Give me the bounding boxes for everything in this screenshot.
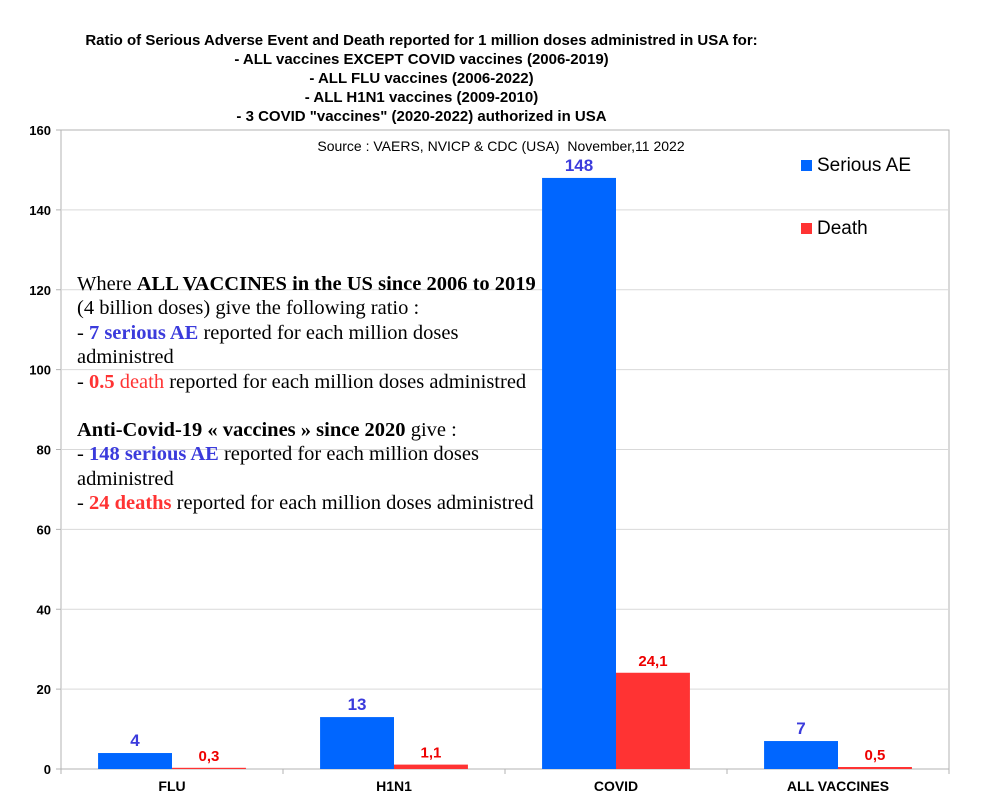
annotation-text-run: Where — [77, 273, 137, 295]
y-tick-label: 80 — [37, 443, 51, 458]
y-tick-label: 140 — [29, 203, 51, 218]
annotation-text-run: reported for each million doses administ… — [77, 443, 479, 490]
data-label: 24,1 — [638, 653, 667, 670]
data-label: 13 — [348, 695, 367, 714]
bar-serious-ae — [98, 753, 172, 769]
title-line: - ALL vaccines EXCEPT COVID vaccines (20… — [234, 51, 609, 68]
y-tick-label: 120 — [29, 283, 51, 298]
annotation-text-run: reported for each million doses administ… — [164, 370, 527, 393]
x-tick-label: ALL VACCINES — [787, 778, 889, 794]
annotation-text-run: reported for each million doses administ… — [171, 492, 534, 515]
annotation-paragraph: - 148 serious AE reported for each milli… — [77, 442, 537, 491]
annotation-paragraph: Where ALL VACCINES in the US since 2006 … — [77, 272, 537, 321]
title-line: - 3 COVID "vaccines" (2020-2022) authori… — [236, 108, 607, 125]
annotation-paragraph: - 0.5 death reported for each million do… — [77, 370, 537, 394]
data-label: 7 — [796, 719, 805, 738]
annotation-text-run: - — [77, 492, 89, 515]
annotation-text-run: 24 deaths — [88, 492, 172, 515]
data-label: 4 — [130, 731, 140, 750]
annotation-text-run: Anti-Covid-19 « vaccines » since 2020 — [77, 419, 406, 442]
bar-serious-ae — [542, 177, 616, 770]
legend-label-serious-ae: Serious AE — [817, 155, 911, 176]
annotation-paragraph: Anti-Covid-19 « vaccines » since 2020 gi… — [77, 418, 537, 442]
annotation-text: Where ALL VACCINES in the US since 2006 … — [77, 272, 537, 516]
bar-death — [172, 767, 246, 769]
y-tick-label: 100 — [29, 363, 51, 378]
title-line: Ratio of Serious Adverse Event and Death… — [85, 32, 758, 49]
x-tick-label: COVID — [594, 778, 638, 794]
source-note: Source : VAERS, NVICP & CDC (USA) Novemb… — [317, 138, 685, 154]
bar-serious-ae — [320, 717, 394, 769]
y-tick-label: 160 — [29, 123, 51, 138]
annotation-text-run: 0.5 — [88, 370, 115, 393]
annotation-text-run: - — [77, 443, 89, 466]
annotation-text-run: - — [77, 321, 89, 344]
legend-swatch-serious-ae — [801, 160, 812, 171]
bar-serious-ae — [764, 741, 838, 769]
annotation-text-run: (4 billion doses) give the following rat… — [77, 297, 420, 320]
x-tick-label: FLU — [158, 778, 185, 794]
legend-label-death: Death — [817, 218, 868, 239]
title-line: - ALL H1N1 vaccines (2009-2010) — [304, 89, 539, 106]
bar-death — [838, 767, 912, 769]
annotation-text-run: 7 serious AE — [88, 321, 199, 344]
annotation-text-run: death — [114, 370, 165, 393]
annotation-text-run: - — [77, 370, 89, 393]
y-tick-label: 60 — [37, 522, 51, 537]
data-label: 148 — [565, 156, 593, 175]
data-label: 0,5 — [865, 747, 886, 764]
bar-death — [616, 672, 690, 769]
annotation-text-run: give : — [405, 419, 457, 442]
bar-death — [394, 764, 468, 769]
annotation-text-run: 148 serious AE — [88, 443, 219, 466]
annotation-text-run: ALL VACCINES in the US since 2006 to 201… — [136, 273, 536, 295]
annotation-paragraph: - 7 serious AE reported for each million… — [77, 321, 537, 370]
data-label: 1,1 — [421, 745, 442, 762]
chart-title: Ratio of Serious Adverse Event and Death… — [0, 31, 843, 126]
annotation-text-run: reported for each million doses administ… — [77, 321, 459, 369]
x-tick-label: H1N1 — [376, 778, 412, 794]
y-tick-label: 40 — [37, 602, 51, 617]
legend-swatch-death — [801, 223, 812, 234]
data-label: 0,3 — [199, 748, 220, 765]
title-line: - ALL FLU vaccines (2006-2022) — [309, 70, 534, 87]
annotation-paragraph: - 24 deaths reported for each million do… — [77, 491, 537, 515]
y-tick-label: 20 — [37, 682, 51, 697]
y-tick-label: 0 — [44, 762, 51, 777]
